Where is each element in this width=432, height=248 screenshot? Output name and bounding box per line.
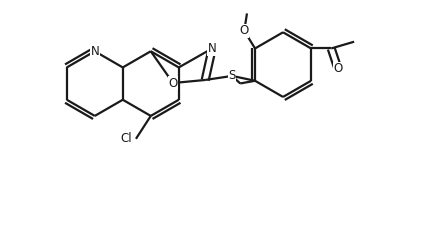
Text: N: N (208, 42, 216, 55)
Text: Cl: Cl (120, 132, 132, 145)
Text: O: O (240, 25, 249, 37)
Text: N: N (90, 45, 99, 58)
Text: O: O (168, 77, 178, 90)
Text: O: O (334, 62, 343, 75)
Text: S: S (229, 69, 236, 82)
